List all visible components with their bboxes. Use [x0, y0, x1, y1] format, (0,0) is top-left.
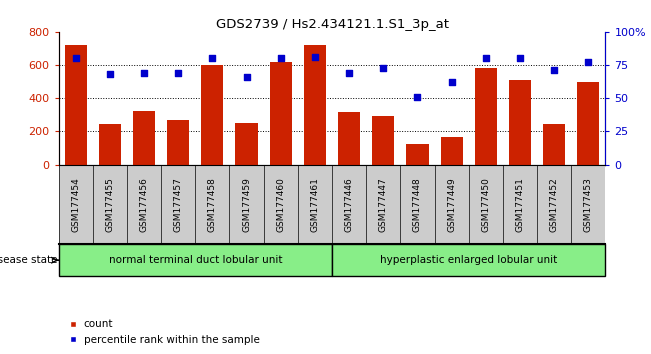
- Bar: [201, 65, 223, 165]
- Text: GSM177455: GSM177455: [105, 177, 115, 232]
- Bar: [59, 244, 332, 276]
- Point: [447, 80, 457, 85]
- Point: [242, 74, 252, 80]
- Bar: [577, 82, 600, 165]
- Text: normal terminal duct lobular unit: normal terminal duct lobular unit: [109, 255, 282, 265]
- Text: disease state: disease state: [0, 255, 58, 265]
- Text: GSM177449: GSM177449: [447, 177, 456, 232]
- Point: [549, 68, 559, 73]
- Point: [412, 94, 422, 100]
- Text: GSM177454: GSM177454: [71, 177, 80, 232]
- Text: GSM177461: GSM177461: [311, 177, 320, 232]
- Point: [583, 59, 594, 65]
- Bar: [475, 68, 497, 165]
- Bar: [64, 45, 87, 165]
- Bar: [509, 80, 531, 165]
- Point: [344, 70, 354, 76]
- Point: [139, 70, 149, 76]
- Bar: [441, 137, 463, 165]
- Point: [275, 56, 286, 61]
- Bar: [332, 244, 605, 276]
- Bar: [406, 144, 428, 165]
- Point: [173, 70, 184, 76]
- Bar: [236, 123, 258, 165]
- Bar: [304, 45, 326, 165]
- Text: GSM177459: GSM177459: [242, 177, 251, 232]
- Point: [70, 56, 81, 61]
- Text: GSM177446: GSM177446: [344, 177, 353, 232]
- Bar: [543, 124, 565, 165]
- Bar: [99, 124, 121, 165]
- Text: GSM177450: GSM177450: [481, 177, 490, 232]
- Text: hyperplastic enlarged lobular unit: hyperplastic enlarged lobular unit: [380, 255, 557, 265]
- Text: GSM177460: GSM177460: [276, 177, 285, 232]
- Point: [207, 56, 217, 61]
- Text: GSM177457: GSM177457: [174, 177, 183, 232]
- Text: GSM177453: GSM177453: [584, 177, 593, 232]
- Point: [310, 54, 320, 60]
- Text: GSM177458: GSM177458: [208, 177, 217, 232]
- Point: [378, 65, 389, 70]
- Bar: [133, 111, 155, 165]
- Title: GDS2739 / Hs2.434121.1.S1_3p_at: GDS2739 / Hs2.434121.1.S1_3p_at: [215, 18, 449, 31]
- Point: [480, 56, 491, 61]
- Text: GSM177456: GSM177456: [139, 177, 148, 232]
- Point: [105, 72, 115, 77]
- Text: GSM177447: GSM177447: [379, 177, 388, 232]
- Bar: [338, 112, 360, 165]
- Text: GSM177448: GSM177448: [413, 177, 422, 232]
- Text: GSM177451: GSM177451: [516, 177, 525, 232]
- Legend: count, percentile rank within the sample: count, percentile rank within the sample: [64, 315, 264, 349]
- Text: GSM177452: GSM177452: [549, 177, 559, 232]
- Bar: [167, 120, 189, 165]
- Bar: [372, 116, 395, 165]
- Point: [515, 56, 525, 61]
- Bar: [270, 62, 292, 165]
